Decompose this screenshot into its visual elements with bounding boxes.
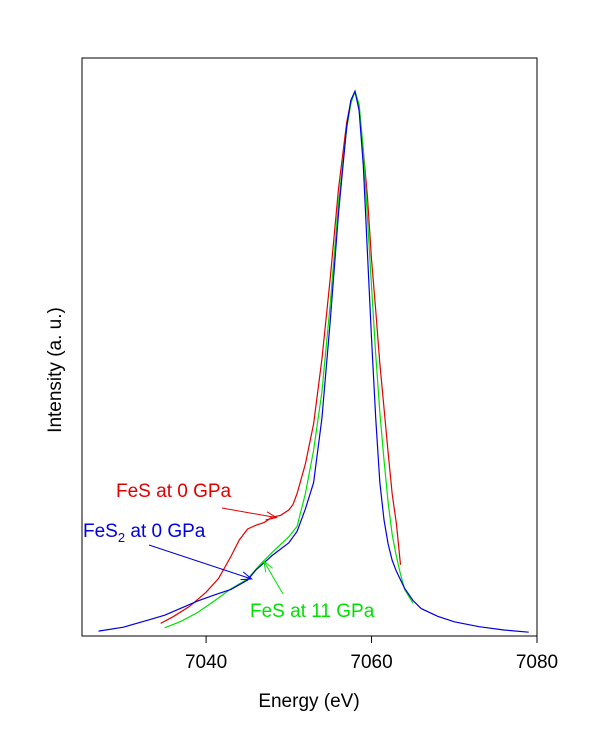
series-line-2 (98, 89, 529, 633)
annotation-fes2-tail: at 0 GPa (125, 521, 206, 542)
annotation-arrow-head (240, 571, 253, 581)
y-axis-label: Intensity (a. u.) (45, 307, 66, 433)
annotation-fes-0gpa: FeS at 0 GPa (116, 481, 232, 502)
annotation-arrow-line (221, 507, 277, 519)
x-tick-label: 7060 (350, 652, 392, 673)
x-axis-label: Energy (eV) (258, 691, 359, 712)
annotation-fes-11gpa: FeS at 11 GPa (250, 601, 375, 622)
series-line-0 (160, 90, 402, 624)
x-axis-ticks: 7040 7060 7080 (185, 636, 558, 673)
plot-frame (81, 57, 538, 637)
annotation-arrow-line (148, 544, 252, 580)
annotation-layer (148, 507, 284, 595)
annotation-fes2-subscript: 2 (118, 530, 125, 545)
annotation-fes2-0gpa: FeS2 at 0 GPa (83, 521, 206, 545)
x-tick-label: 7080 (516, 652, 558, 673)
series-line-1 (164, 89, 414, 629)
annotation-arrow-head (263, 560, 273, 573)
annotation-arrow-line (263, 561, 284, 595)
annotation-arrow-head (265, 511, 278, 521)
x-tick-label: 7040 (185, 652, 227, 673)
annotation-fes2-main: FeS (83, 521, 118, 542)
series-layer (98, 89, 529, 633)
